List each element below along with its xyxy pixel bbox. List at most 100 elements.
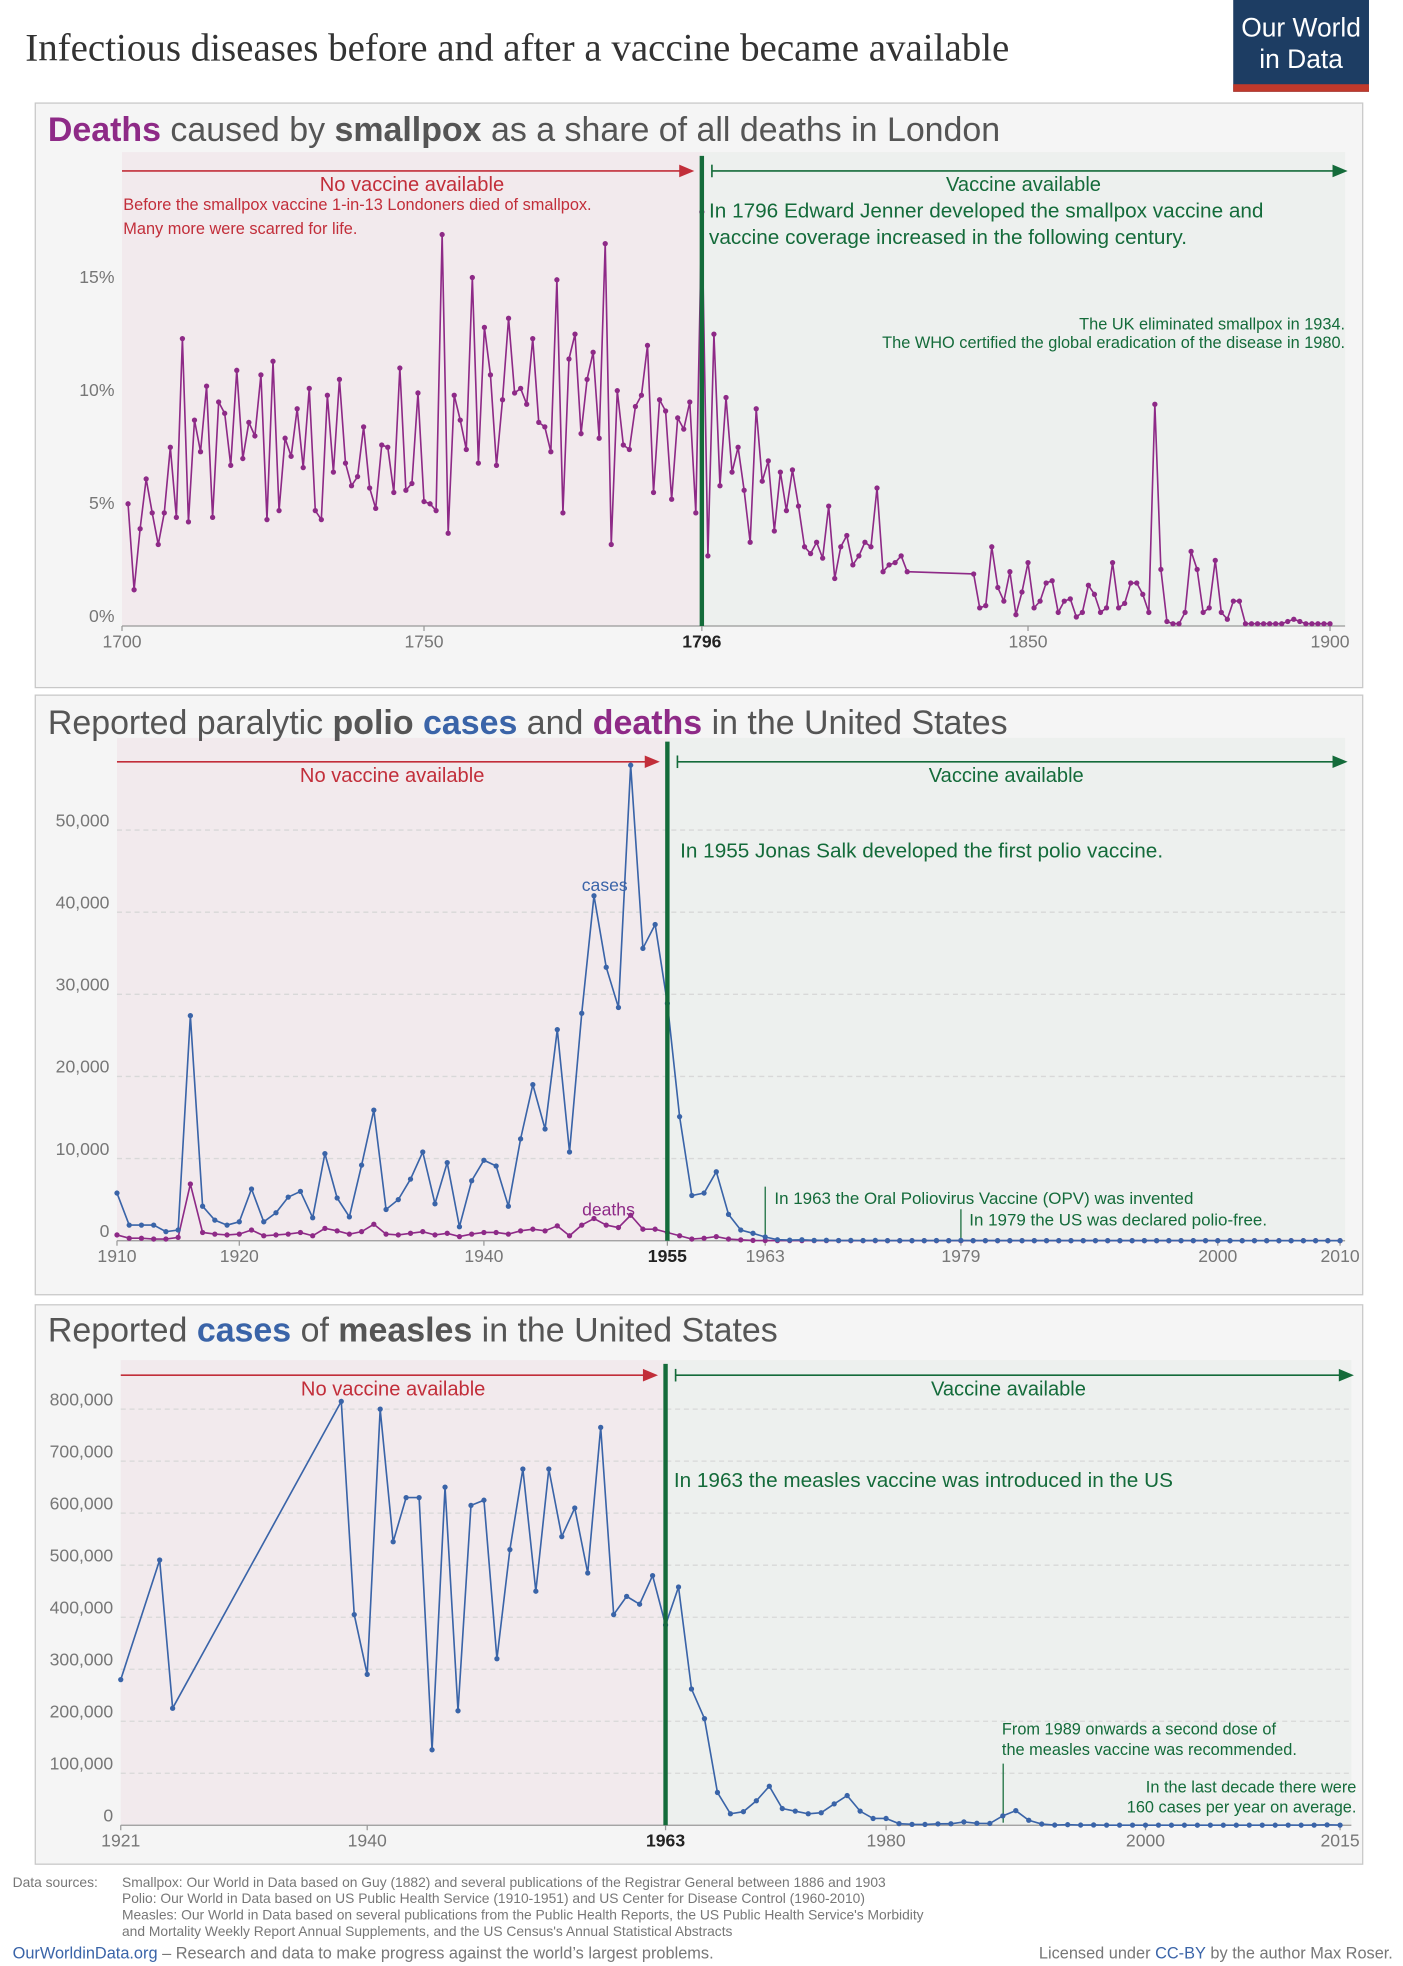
data-point [1141, 1237, 1148, 1244]
data-point [611, 1611, 617, 1618]
data-point [857, 1808, 863, 1814]
data-point [324, 392, 331, 398]
data-point [572, 331, 578, 337]
data-point [451, 392, 457, 398]
data-point [179, 336, 186, 342]
data-point [807, 550, 814, 557]
data-point [1013, 612, 1019, 618]
data-point [640, 1226, 646, 1232]
title-part: in the United States [472, 1311, 777, 1349]
data-point [542, 424, 548, 430]
data-point [874, 485, 880, 491]
data-point [276, 507, 282, 514]
x-tick-label: 1900 [1310, 631, 1349, 651]
data-point [131, 587, 137, 593]
data-point [1178, 1237, 1184, 1244]
data-point [336, 376, 343, 383]
annotation: In the last decade there were [1146, 1779, 1357, 1797]
data-point [348, 483, 355, 489]
footer-site: OurWorldinData.org – Research and data t… [13, 1944, 714, 1962]
data-point [615, 1224, 622, 1231]
data-point [638, 392, 645, 398]
data-point [505, 1203, 512, 1209]
no-vaccine-label: No vaccine available [320, 174, 504, 196]
y-tick-label: 200,000 [50, 1701, 114, 1721]
data-point [377, 1406, 383, 1412]
data-point [169, 1705, 176, 1711]
data-point [371, 1107, 377, 1113]
data-point [591, 1215, 597, 1222]
no-vaccine-label: No vaccine available [300, 765, 484, 787]
data-point [542, 1126, 548, 1132]
data-point [1013, 1808, 1019, 1814]
site-link[interactable]: OurWorldinData.org [13, 1944, 158, 1962]
data-point [566, 1233, 573, 1239]
data-point [1105, 1237, 1111, 1244]
data-point [585, 1570, 591, 1576]
title-part: polio [333, 704, 414, 742]
data-point [1155, 1822, 1162, 1828]
data-point [1019, 589, 1025, 595]
data-point [735, 444, 741, 450]
vaccine-region [665, 1360, 1352, 1826]
data-point [1321, 621, 1327, 627]
data-point [640, 945, 646, 951]
data-point [1019, 1237, 1025, 1244]
data-point [1200, 609, 1206, 616]
data-point [572, 1505, 578, 1511]
data-point [403, 487, 409, 493]
y-tick-label: 700,000 [50, 1441, 114, 1461]
data-point [1055, 609, 1061, 616]
data-point [725, 1211, 732, 1218]
data-point [783, 507, 790, 514]
data-point [1272, 1822, 1278, 1828]
data-point [844, 532, 850, 539]
x-tick-label: 1750 [404, 631, 443, 651]
data-point [222, 410, 228, 416]
data-point [126, 1222, 132, 1228]
data-point [689, 1236, 695, 1242]
data-point [799, 1237, 805, 1243]
data-point [1115, 605, 1122, 611]
data-point [494, 1656, 500, 1662]
data-point [701, 1190, 707, 1196]
data-point [187, 1013, 194, 1019]
y-tick-label: 300,000 [50, 1649, 114, 1669]
data-point [273, 1210, 279, 1216]
data-point [185, 519, 192, 525]
data-point [705, 553, 711, 559]
data-point [403, 1494, 409, 1501]
series-label: cases [582, 875, 628, 895]
annotation: In 1963 the measles vaccine was introduc… [674, 1469, 1173, 1492]
data-point [623, 1593, 630, 1600]
data-point [151, 1236, 157, 1242]
data-point [173, 514, 180, 521]
data-point [750, 1230, 756, 1236]
data-point [536, 419, 542, 426]
arrow-head [1332, 164, 1348, 178]
data-point [644, 342, 651, 349]
data-point [554, 1223, 560, 1229]
data-point [1309, 621, 1315, 627]
data-point [1227, 1238, 1233, 1244]
data-point [1025, 560, 1031, 566]
data-point [935, 1821, 941, 1827]
y-tick-label: 40,000 [56, 892, 110, 912]
annotation: Many more were scarred for life. [123, 220, 357, 238]
license-link[interactable]: CC-BY [1155, 1944, 1206, 1962]
data-point [456, 1224, 463, 1230]
logo-bar [1233, 84, 1369, 92]
data-point [297, 1188, 304, 1195]
data-point [346, 1214, 353, 1220]
data-point [228, 462, 234, 468]
x-tick-label: 1940 [348, 1831, 387, 1851]
data-point [628, 762, 634, 768]
data-point [765, 458, 771, 464]
data-point [977, 605, 983, 611]
data-point [886, 562, 892, 568]
data-point [766, 1783, 772, 1789]
data-point [505, 1231, 512, 1237]
series-label: deaths [582, 1200, 635, 1220]
data-point [390, 1539, 396, 1545]
data-point [385, 444, 391, 450]
